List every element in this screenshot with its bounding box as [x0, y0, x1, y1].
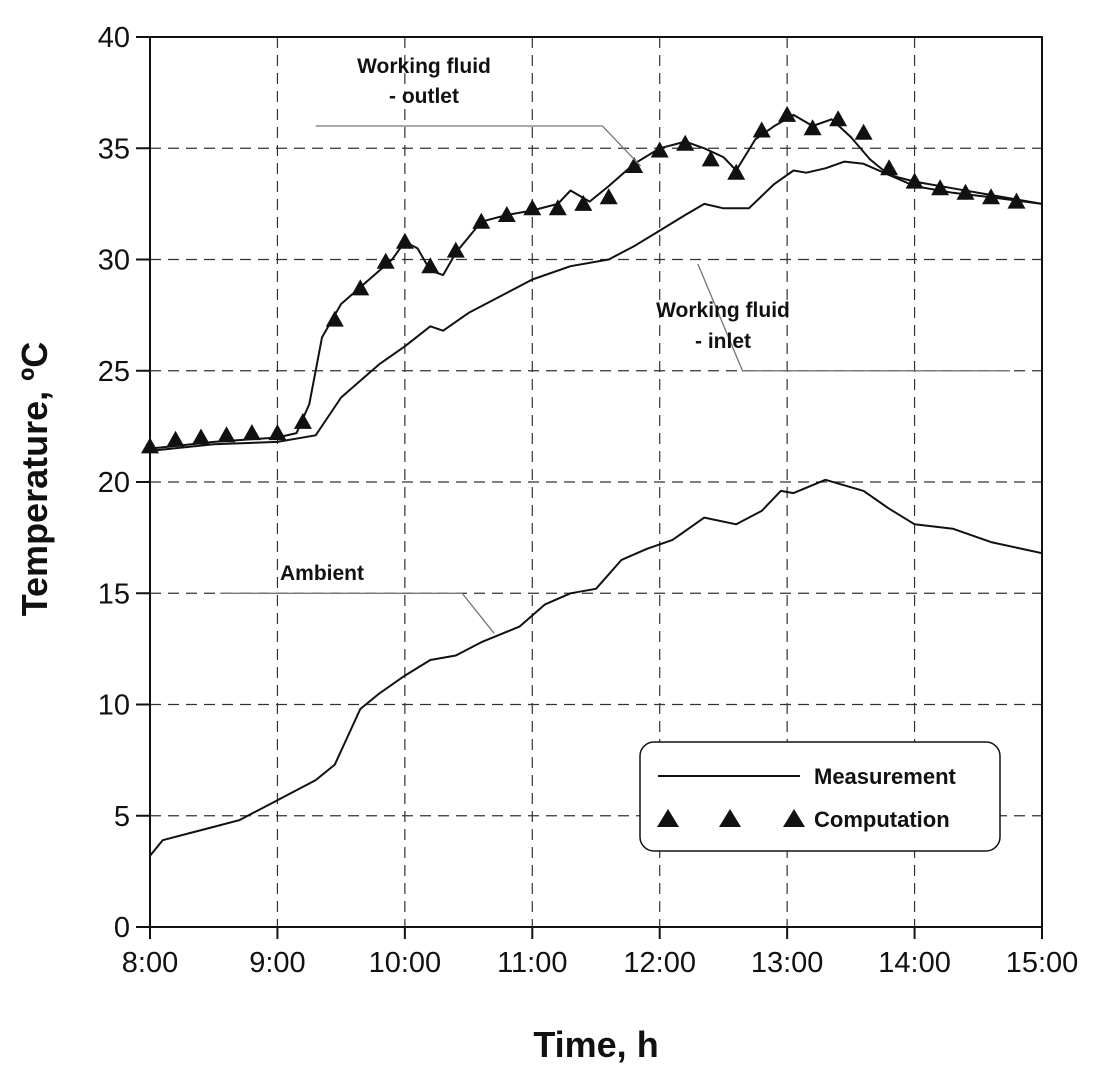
computation-point — [1007, 192, 1026, 209]
computation-point — [905, 172, 924, 189]
annotation-inlet-line-2: - inlet — [695, 330, 751, 353]
x-tick-label: 8:00 — [122, 947, 178, 979]
series-layer — [141, 105, 1043, 857]
y-axis-title: Temperature, ºC — [14, 342, 55, 617]
inlet-measurement-line — [149, 160, 1043, 452]
computation-point — [523, 199, 542, 216]
computation-point — [421, 257, 440, 274]
annotation-outlet-line-2: - outlet — [389, 85, 459, 108]
computation-point — [650, 141, 669, 158]
x-tick-label: 9:00 — [249, 947, 305, 979]
computation-point — [931, 179, 950, 196]
computation-point — [166, 430, 185, 447]
legend-box — [639, 741, 1001, 852]
axis-ticks: 0 5 10 15 20 25 30 35 40 8:00 9:00 10:00 11:00 12:00 1… — [98, 22, 1079, 979]
y-tick-label: 15 — [98, 578, 130, 610]
y-tick-label: 25 — [98, 356, 130, 388]
x-tick-label: 14:00 — [878, 947, 951, 979]
y-tick-label: 0 — [114, 912, 130, 944]
ambient-leader — [220, 592, 495, 634]
legend-computation-label: Computation — [814, 807, 950, 832]
computation-point — [829, 110, 848, 127]
y-tick-label: 40 — [98, 22, 130, 54]
computation-point — [625, 157, 644, 173]
computation-point — [242, 424, 261, 441]
computation-point — [497, 206, 516, 222]
y-tick-label: 5 — [114, 801, 130, 833]
computation-point — [446, 241, 465, 258]
inlet-leader — [697, 263, 1011, 372]
computation-point — [268, 424, 287, 441]
x-tick-label: 12:00 — [623, 947, 696, 979]
computation-point — [982, 188, 1000, 205]
y-tick-label: 20 — [98, 467, 130, 499]
computation-point — [701, 150, 720, 167]
computation-point — [574, 194, 593, 211]
computation-point — [325, 310, 344, 327]
computation-point — [293, 412, 312, 429]
computation-point — [395, 232, 414, 249]
computation-point — [599, 188, 618, 205]
annotation-inlet-line-1: Working fluid — [656, 299, 790, 322]
y-tick-label: 10 — [98, 690, 130, 722]
x-tick-label: 15:00 — [1006, 947, 1079, 979]
computation-point — [192, 428, 210, 445]
computation-point — [548, 199, 567, 216]
computation-point — [854, 123, 873, 140]
legend: Measurement Computation — [639, 741, 1001, 852]
annotations: Working fluid - outlet Working fluid - i… — [280, 55, 790, 585]
ambient-measurement-line — [149, 478, 1043, 857]
annotation-outlet-line-1: Working fluid — [357, 55, 491, 78]
y-tick-label: 35 — [98, 133, 130, 165]
x-tick-label: 10:00 — [369, 947, 442, 979]
legend-triangle-marker — [657, 809, 679, 827]
y-tick-label: 30 — [98, 245, 130, 277]
x-tick-label: 11:00 — [497, 947, 567, 979]
annotation-ambient: Ambient — [280, 562, 364, 585]
computation-point — [676, 134, 695, 151]
outlet-leader — [315, 125, 642, 167]
x-tick-label: 13:00 — [751, 947, 824, 979]
computation-point — [778, 105, 797, 122]
computation-point — [752, 121, 771, 138]
computation-point — [803, 119, 822, 136]
x-axis-title: Time, h — [533, 1024, 658, 1065]
computation-point — [880, 159, 899, 176]
annotation-leaders — [220, 125, 1011, 634]
computation-point — [956, 183, 975, 200]
legend-measurement-label: Measurement — [814, 764, 957, 789]
computation-point — [217, 426, 236, 443]
computation-point — [351, 279, 370, 296]
legend-triangle-marker — [783, 809, 805, 827]
legend-triangle-marker — [719, 809, 741, 827]
computation-point — [727, 163, 746, 180]
computation-point — [376, 252, 395, 269]
computation-point — [472, 212, 491, 229]
